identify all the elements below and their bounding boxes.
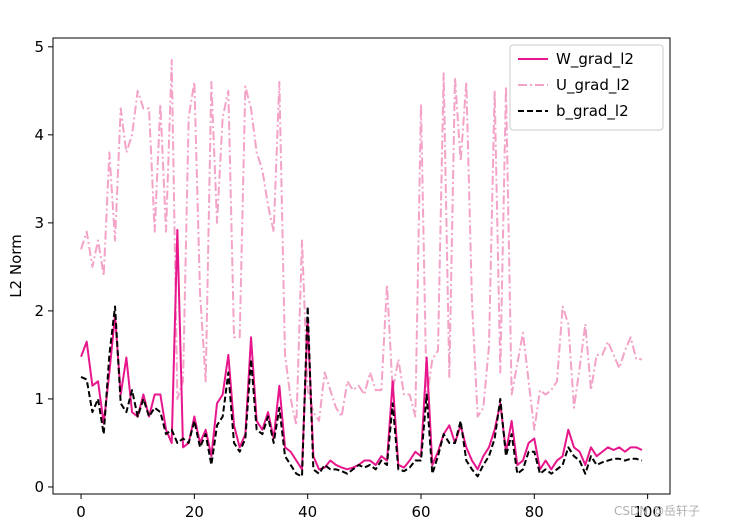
series-line-w-grad-l2 [80, 228, 643, 471]
plot-frame [52, 37, 671, 495]
x-axis: 0 20 40 60 80 100 [76, 494, 662, 521]
x-tick-label: 20 [185, 503, 204, 521]
y-tick-label: 5 [34, 38, 44, 56]
x-tick-label: 60 [411, 503, 430, 521]
series-line-u-grad-l2 [80, 59, 642, 431]
y-axis-label: L2 Norm [7, 234, 25, 298]
legend-label-u-grad: U_grad_l2 [556, 76, 630, 95]
legend: W_grad_l2 U_grad_l2 b_grad_l2 [509, 44, 664, 131]
y-tick-label: 2 [34, 302, 44, 320]
y-axis: 0 1 2 3 4 5 [34, 38, 53, 496]
legend-label-w-grad: W_grad_l2 [556, 50, 634, 69]
y-tick-label: 0 [34, 478, 44, 496]
series-line-b-grad-l2 [80, 305, 643, 478]
series-lines [80, 59, 643, 478]
y-tick-label: 3 [34, 214, 44, 232]
x-tick-label: 40 [298, 503, 317, 521]
watermark: CSDN @岳轩子 [614, 504, 700, 518]
legend-frame [509, 44, 664, 131]
x-tick-label: 100 [633, 503, 662, 521]
y-tick-label: 1 [34, 390, 44, 408]
y-tick-label: 4 [34, 126, 44, 144]
x-tick-label: 80 [525, 503, 544, 521]
legend-label-b-grad: b_grad_l2 [556, 102, 629, 121]
x-tick-label: 0 [76, 503, 86, 521]
